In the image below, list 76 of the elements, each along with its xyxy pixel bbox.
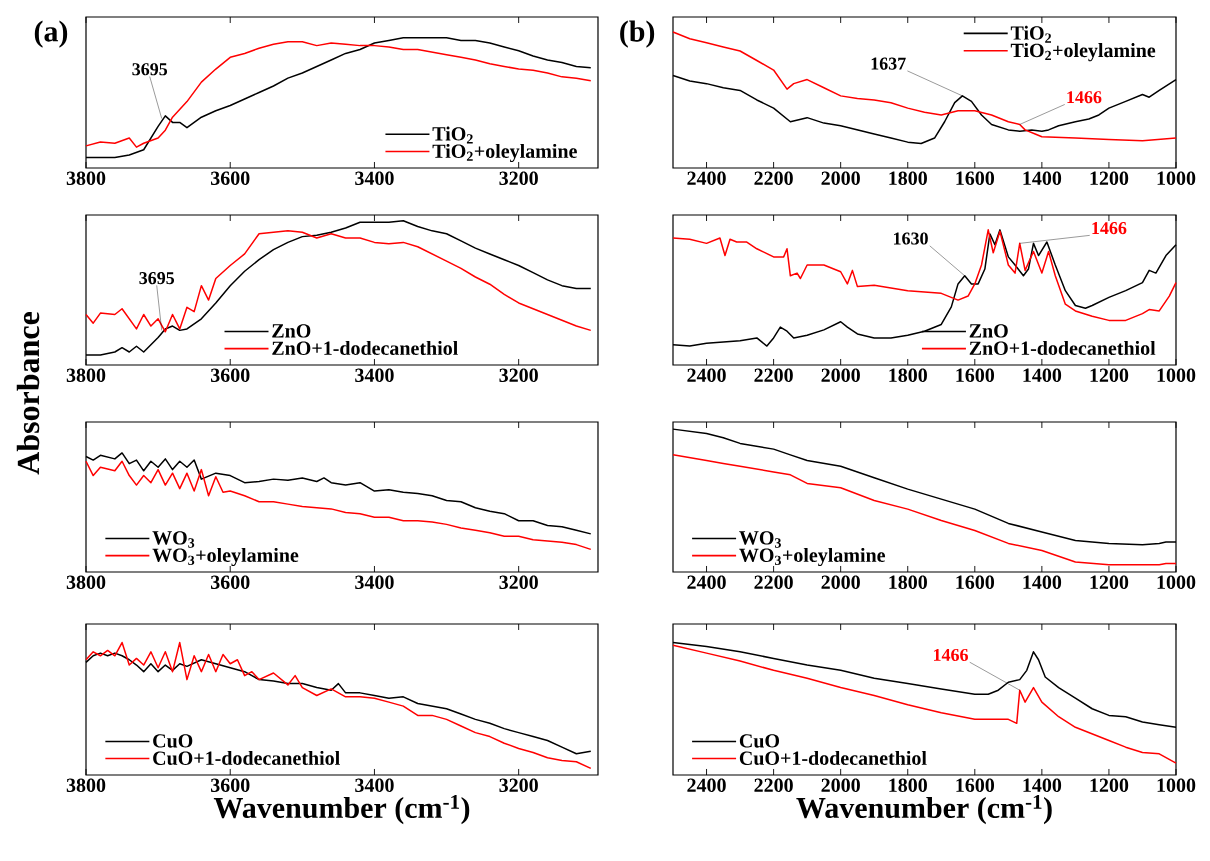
- x-tick-label: 3800: [66, 575, 106, 590]
- x-tick-label: 1800: [889, 778, 927, 793]
- annotation: 1466: [1092, 222, 1127, 235]
- x-tick-label: 2200: [754, 575, 793, 590]
- x-tick-label: 2400: [687, 575, 726, 590]
- x-tick-label: 3600: [210, 778, 250, 793]
- x-tick-label: 1200: [1090, 575, 1129, 590]
- annotation: 1637: [871, 57, 906, 70]
- legend-label: ZnO: [272, 324, 311, 338]
- y-axis-title: Absorbance: [16, 312, 40, 475]
- x-tick-label: 3400: [355, 778, 394, 793]
- x-tick-label: 1800: [889, 575, 927, 590]
- x-tick-label: 3400: [355, 368, 394, 383]
- x-tick-label: 1000: [1157, 171, 1196, 186]
- x-tick-label: 1200: [1090, 171, 1129, 186]
- legend-label: WO$_{3}$+oleylamine: [739, 547, 886, 567]
- x-tick-label: 3200: [499, 368, 538, 383]
- x-tick-label: 1000: [1157, 368, 1196, 383]
- x-tick-label: 3800: [66, 171, 106, 186]
- annotation: 3695: [132, 63, 168, 76]
- x-tick-label: 3600: [210, 575, 250, 590]
- legend-label: CuO: [739, 734, 780, 748]
- x-tick-label: 1600: [956, 778, 995, 793]
- x-tick-label: 3200: [499, 778, 538, 793]
- legend-label: WO$_{3}$+oleylamine: [152, 547, 299, 567]
- chart-title: (b): [620, 20, 655, 48]
- x-tick-label: 1800: [889, 368, 927, 383]
- x-tick-label: 1600: [956, 368, 995, 383]
- legend-label: WO$_{3}$: [152, 531, 195, 548]
- annotation: 3695: [139, 272, 175, 285]
- legend-label: CuO+1-dodecanethiol: [153, 750, 340, 766]
- x-tick-label: 1400: [1023, 575, 1062, 590]
- legend-label: CuO: [153, 734, 193, 748]
- x-tick-label: 1200: [1090, 368, 1129, 383]
- x-tick-label: 3200: [499, 171, 538, 186]
- x-tick-label: 3600: [210, 368, 250, 383]
- legend-label: ZnO+1-dodecanethiol: [272, 340, 458, 355]
- legend-label: ZnO+1-dodecanethiol: [969, 340, 1156, 355]
- x-tick-label: 2400: [687, 368, 726, 383]
- x-tick-label: 2000: [821, 368, 860, 383]
- x-tick-label: 2000: [821, 171, 860, 186]
- x-tick-label: 2000: [821, 778, 860, 793]
- x-tick-label: 1400: [1023, 171, 1062, 186]
- x-tick-label: 1400: [1023, 368, 1062, 383]
- x-tick-label: 3400: [355, 575, 394, 590]
- x-tick-label: 2400: [687, 171, 726, 186]
- annotation: 1466: [1067, 91, 1102, 104]
- x-tick-label: 1400: [1023, 778, 1062, 793]
- legend-label: WO$_{3}$: [739, 531, 781, 548]
- x-tick-label: 2200: [754, 778, 793, 793]
- x-tick-label: 3800: [66, 368, 106, 383]
- x-tick-label: 1600: [956, 171, 995, 186]
- annotation: 1466: [933, 648, 968, 662]
- x-tick-label: 2200: [754, 171, 793, 186]
- x-tick-label: 3800: [66, 778, 106, 793]
- chart-title: (a): [34, 20, 68, 48]
- legend-label: TiO$_{2}$+oleylamine: [1010, 43, 1156, 62]
- x-axis-title: Wavenumber (cm$^{-1}$): [796, 794, 1052, 825]
- legend-label: TiO$_{2}$: [432, 126, 473, 144]
- x-tick-label: 2000: [821, 575, 860, 590]
- x-tick-label: 1600: [956, 575, 995, 590]
- x-tick-label: 2200: [754, 368, 793, 383]
- x-tick-label: 1000: [1157, 778, 1196, 793]
- x-tick-label: 3600: [210, 171, 250, 186]
- x-tick-label: 3200: [499, 575, 538, 590]
- annotation: 1630: [893, 232, 928, 245]
- legend-label: TiO$_{2}$: [1010, 25, 1052, 43]
- x-tick-label: 1200: [1090, 778, 1129, 793]
- x-tick-label: 1000: [1157, 575, 1196, 590]
- x-tick-label: 2400: [687, 778, 726, 793]
- legend-label: CuO+1-dodecanethiol: [739, 750, 927, 766]
- x-tick-label: 1800: [889, 171, 927, 186]
- x-axis-title: Wavenumber (cm$^{-1}$): [213, 794, 470, 825]
- legend-label: TiO$_{2}$+oleylamine: [432, 143, 577, 163]
- legend-label: ZnO: [969, 324, 1008, 338]
- x-tick-label: 3400: [355, 171, 394, 186]
